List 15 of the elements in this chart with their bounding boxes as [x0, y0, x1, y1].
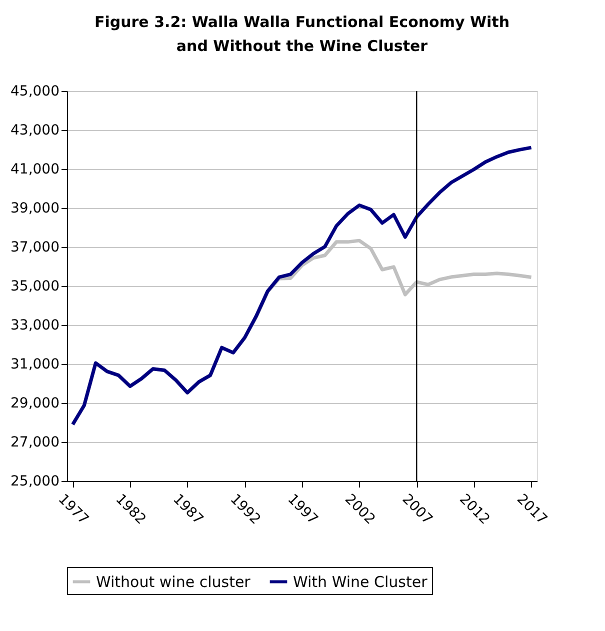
y-tick-label: 43,000	[10, 122, 60, 138]
y-tick-label: 35,000	[10, 278, 60, 294]
line-series	[70, 146, 534, 426]
y-tick-label: 45,000	[10, 84, 60, 100]
y-tick-label: 27,000	[10, 434, 60, 450]
chart-title: Figure 3.2: Walla Walla Functional Economy With and Without the Wine Cluster	[94, 13, 510, 55]
y-tick-label: 41,000	[10, 162, 60, 178]
y-tick-label: 39,000	[10, 200, 60, 216]
legend-label: Without wine cluster	[96, 572, 252, 591]
y-tick-label: 31,000	[10, 356, 60, 372]
legend-label: With Wine Cluster	[293, 572, 428, 591]
y-tick-label: 29,000	[10, 396, 60, 412]
y-tick-label: 33,000	[10, 318, 60, 334]
y-tick-label: 25,000	[10, 474, 60, 490]
y-tick-label: 37,000	[10, 240, 60, 256]
